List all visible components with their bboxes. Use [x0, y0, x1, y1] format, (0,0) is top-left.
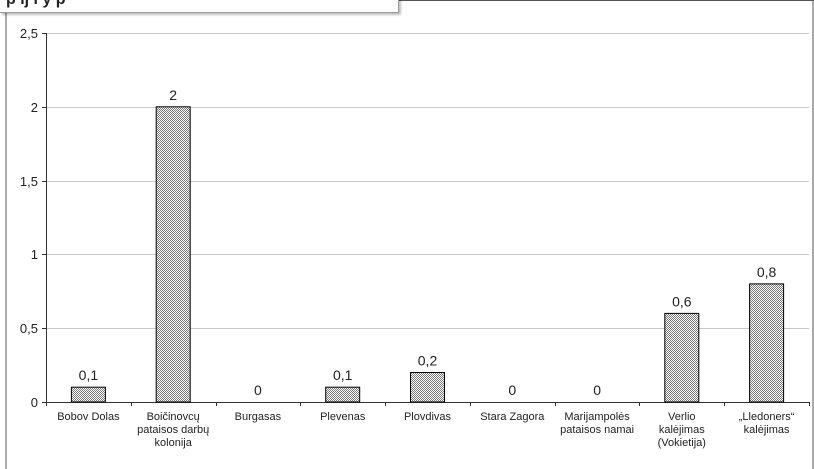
x-tick-label-line: Plovdivas: [404, 411, 452, 423]
data-label: 0,2: [418, 353, 438, 369]
y-tick-label: 2,5: [20, 26, 38, 41]
x-tick-label-line: kolonija: [155, 437, 193, 449]
y-tick-label: 1,5: [20, 174, 38, 189]
bar: [70, 386, 106, 403]
x-tick-label: Verlio kalėjimas (Vokietija): [658, 411, 706, 449]
bar: [155, 106, 191, 403]
x-tick-label-line: „Lledoners“: [739, 411, 795, 423]
x-tick-label-line: Boičinovcų: [147, 411, 200, 423]
bars: [70, 106, 785, 403]
data-label: 0,1: [333, 367, 353, 383]
x-tick-label: Bobov Dolas: [57, 411, 120, 423]
x-tick-label: Burgasas: [235, 411, 282, 423]
bar: [325, 386, 361, 403]
x-tick-label-line: Plevenas: [320, 411, 366, 423]
data-label: 0: [508, 382, 516, 398]
x-tick-label-line: pataisos darbų: [137, 424, 209, 436]
x-tick-label-line: Verlio: [668, 411, 696, 423]
y-tick-label: 0,5: [20, 321, 38, 336]
x-tick-label-line: (Vokietija): [658, 437, 706, 449]
data-label: 2: [169, 87, 177, 103]
x-tick-label: Boičinovcų pataisos darbų kolonija: [137, 411, 209, 449]
x-tick-label-line: Stara Zagora: [480, 411, 545, 423]
chart-title: p ij i y p: [6, 0, 66, 9]
y-tick-label: 2: [31, 100, 38, 115]
x-tick-label-line: Burgasas: [235, 411, 282, 423]
y-tick-label: 0: [31, 395, 38, 410]
x-tick-label: Marijampolės pataisos namai: [560, 411, 634, 436]
bar: [749, 283, 785, 403]
y-tick-label: 1: [31, 247, 38, 262]
data-label: 0,8: [757, 264, 777, 280]
title-tab: p ij i y p: [0, 0, 399, 13]
x-tick-label: Plovdivas: [404, 411, 452, 423]
data-label: 0,1: [79, 367, 99, 383]
data-label: 0: [254, 382, 262, 398]
x-tick-label-line: Bobov Dolas: [57, 411, 120, 423]
bar: [410, 372, 445, 403]
x-tick-label-line: pataisos namai: [560, 424, 634, 436]
data-label: 0,6: [672, 293, 692, 309]
x-tick-label-line: kalėjimas: [744, 424, 790, 436]
data-label: 0: [593, 382, 601, 398]
x-tick-label-line: kalėjimas: [659, 424, 705, 436]
x-tick-label: „Lledoners“ kalėjimas: [739, 411, 795, 436]
x-tick-label: Plevenas: [320, 411, 366, 423]
x-tick-label-line: Marijampolės: [564, 411, 630, 423]
x-tick-label: Stara Zagora: [480, 411, 545, 423]
bar: [664, 312, 700, 403]
